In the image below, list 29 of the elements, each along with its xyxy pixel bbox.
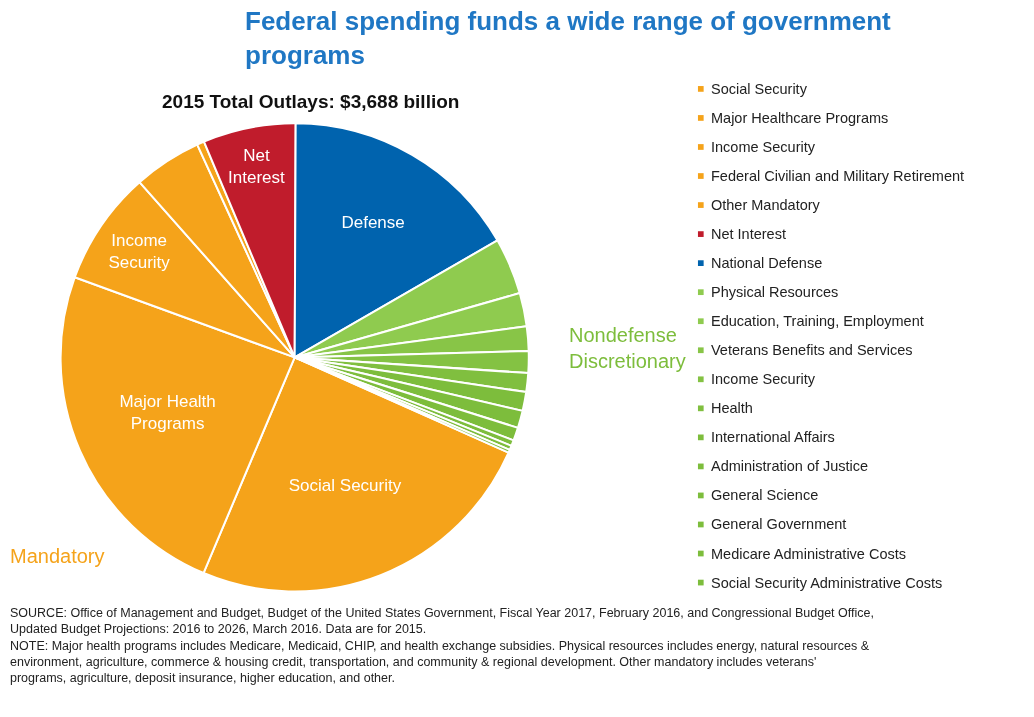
legend-label: Major Healthcare Programs [711,110,889,126]
legend-label: Social Security [711,81,808,97]
legend-label: Income Security [711,371,816,387]
text: Mandatory [10,545,105,567]
legend-label: Medicare Administrative Costs [711,546,907,562]
legend-label: Income Security [711,139,816,155]
legend-label: Social Security Administrative Costs [711,575,943,591]
slice-label: Net Interest [228,145,286,187]
legend-label: Other Mandatory [711,197,821,213]
slice-label: Income Security [108,231,171,273]
legend-label: Veterans Benefits and Services [711,342,913,358]
text: Major Health Programs [119,392,216,434]
legend-label: Federal Civilian and Military Retirement [711,168,965,184]
text: NOTE: Major health programs includes Medicare, Medicaid, CHIP, and health exchange subsidies. Physical resources includes energy, natural resources & environment, agriculture, commerce & housing credit, transportation, and community & regional development. Other mandatory includes veterans' programs, agriculture, deposit insurance, higher education, and other. [10,638,870,685]
legend-label: General Science [711,487,819,503]
legend-label: Physical Resources [711,284,839,300]
slice-label: Social Security [288,475,402,495]
legend-label: National Defense [711,255,823,271]
legend-label: Education, Training, Employment [711,313,924,329]
legend-label: Net Interest [711,226,786,242]
legend-label: International Affairs [711,429,835,445]
chart-subtitle: 2015 Total Outlays: $3,688 billion [162,91,460,112]
legend-label: General Government [711,516,847,532]
legend-label: Administration of Justice [711,458,869,474]
chart-title: Federal spending funds a wide range of government programs [245,6,892,70]
text: Nondefense Discretionary [569,324,686,372]
legend-label: Health [711,400,753,416]
text: Defense [341,212,405,232]
source-note: SOURCE: Office of Management and Budget, Budget of the United States Government, Fiscal Year 2017, February 2016, and Congressional Budget Office, Updated Budget Projections: 2016 to 2026, March 2016. Data are for 2015. [10,606,874,637]
